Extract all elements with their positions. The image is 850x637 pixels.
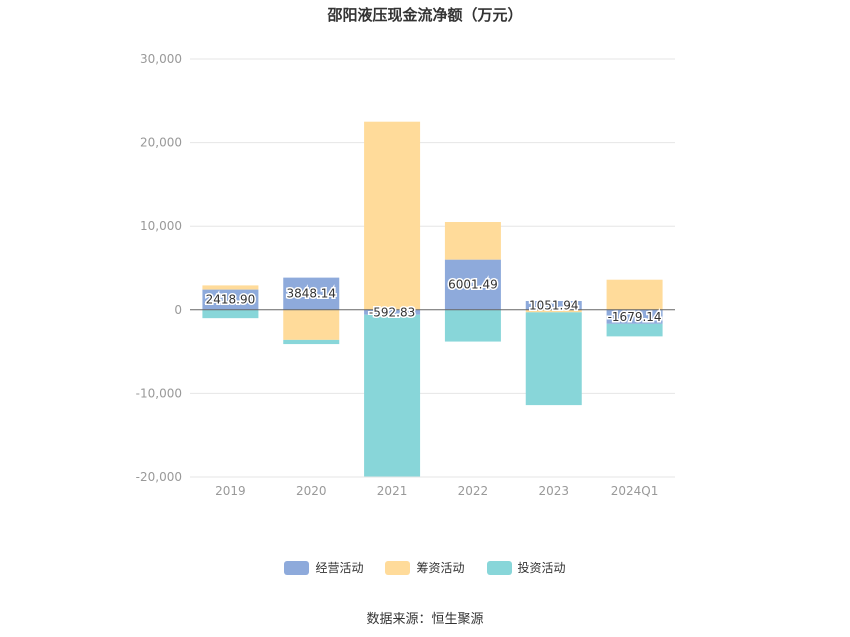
bar-financing bbox=[202, 285, 259, 290]
bar-investing bbox=[606, 323, 663, 337]
bar-investing bbox=[444, 309, 501, 342]
bar-operating bbox=[202, 289, 259, 310]
bar-operating bbox=[283, 277, 340, 310]
bar-operating bbox=[364, 309, 421, 315]
bar-investing bbox=[525, 312, 582, 406]
y-tick-label: 30,000 bbox=[140, 52, 182, 66]
legend: 经营活动 筹资活动 投资活动 bbox=[0, 559, 850, 576]
x-tick-label: 2024Q1 bbox=[611, 484, 659, 498]
grid-layer bbox=[190, 58, 675, 478]
bar-operating bbox=[525, 301, 582, 310]
data-label: 1051.94 bbox=[529, 298, 579, 312]
y-tick-label: 0 bbox=[174, 303, 182, 317]
bar-financing bbox=[606, 279, 663, 310]
data-label: 6001.49 bbox=[448, 278, 498, 292]
data-label: 3848.14 bbox=[286, 287, 336, 301]
bar-investing bbox=[364, 314, 421, 477]
legend-label: 经营活动 bbox=[315, 561, 364, 575]
bar-investing bbox=[283, 339, 340, 345]
data-label: 2418.90 bbox=[206, 293, 256, 307]
legend-item-investing[interactable]: 投资活动 bbox=[486, 559, 566, 576]
y-tick-label: 10,000 bbox=[140, 219, 182, 233]
bar-financing bbox=[525, 309, 582, 313]
x-tick-label: 2020 bbox=[296, 484, 327, 498]
legend-item-operating[interactable]: 经营活动 bbox=[284, 559, 363, 576]
x-tick-label: 2022 bbox=[458, 484, 489, 498]
bar-layer bbox=[202, 121, 663, 477]
legend-swatch bbox=[486, 560, 512, 575]
bar-investing bbox=[202, 309, 259, 319]
bar-operating bbox=[606, 309, 663, 324]
legend-swatch bbox=[284, 560, 310, 575]
y-tick-label: -20,000 bbox=[136, 470, 182, 484]
bar-financing bbox=[364, 121, 421, 310]
bar-operating bbox=[444, 259, 501, 310]
legend-label: 投资活动 bbox=[517, 561, 566, 575]
bar-financing bbox=[444, 222, 501, 260]
y-tick-label: 20,000 bbox=[140, 136, 182, 150]
label-layer: 2418.90 3848.14 -592.83 6001.49 1051.94 -1679… bbox=[204, 276, 663, 325]
y-tick-label: -10,000 bbox=[136, 386, 182, 400]
legend-item-financing[interactable]: 筹资活动 bbox=[385, 559, 465, 576]
x-tick-label: 2019 bbox=[215, 484, 246, 498]
data-source: 数据来源：恒生聚源 bbox=[366, 612, 484, 627]
bar-financing bbox=[283, 309, 340, 340]
data-label: -592.83 bbox=[369, 305, 415, 319]
x-tick-label: 2023 bbox=[538, 484, 569, 498]
chart-title: 邵阳液压现金流净额（万元） bbox=[327, 6, 523, 24]
axis-layer: 30,000 20,000 10,000 0 -10,000 -20,000 2019 202… bbox=[136, 52, 675, 498]
legend-swatch bbox=[385, 560, 411, 575]
legend-label: 筹资活动 bbox=[416, 561, 465, 575]
data-label: -1679.14 bbox=[608, 310, 662, 324]
x-tick-label: 2021 bbox=[377, 484, 408, 498]
